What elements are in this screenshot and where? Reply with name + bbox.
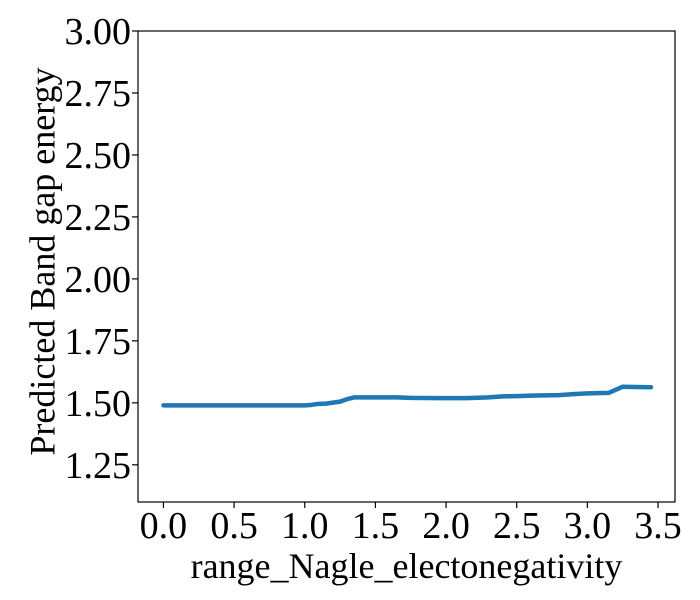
x-tick-label: 1.5 bbox=[352, 505, 400, 547]
y-tick-label: 2.50 bbox=[65, 135, 132, 177]
x-tick-label: 0.5 bbox=[210, 505, 258, 547]
y-tick-label: 1.25 bbox=[65, 445, 132, 487]
y-tick-label: 1.50 bbox=[65, 383, 132, 425]
y-tick-label: 2.75 bbox=[65, 73, 132, 115]
y-tick-label: 2.25 bbox=[65, 197, 132, 239]
x-tick-label: 1.0 bbox=[281, 505, 329, 547]
x-tick-label: 2.5 bbox=[493, 505, 541, 547]
y-axis-label: Predicted Band gap energy bbox=[23, 67, 63, 455]
tick-marks bbox=[132, 30, 659, 508]
y-tick-labels: 1.25 1.50 1.75 2.00 2.25 2.50 2.75 3.00 bbox=[65, 11, 132, 487]
plot-frame bbox=[137, 30, 676, 503]
x-tick-labels: 0.0 0.5 1.0 1.5 2.0 2.5 3.0 3.5 bbox=[140, 505, 682, 547]
x-axis-label: range_Nagle_electonegativity bbox=[191, 546, 623, 586]
x-tick-label: 3.0 bbox=[564, 505, 612, 547]
x-tick-label: 2.0 bbox=[422, 505, 470, 547]
series-line bbox=[161, 384, 654, 408]
y-tick-label: 3.00 bbox=[65, 11, 132, 53]
x-tick-label: 0.0 bbox=[140, 505, 188, 547]
y-tick-label: 2.00 bbox=[65, 259, 132, 301]
x-tick-label: 3.5 bbox=[634, 505, 682, 547]
y-tick-label: 1.75 bbox=[65, 321, 132, 363]
